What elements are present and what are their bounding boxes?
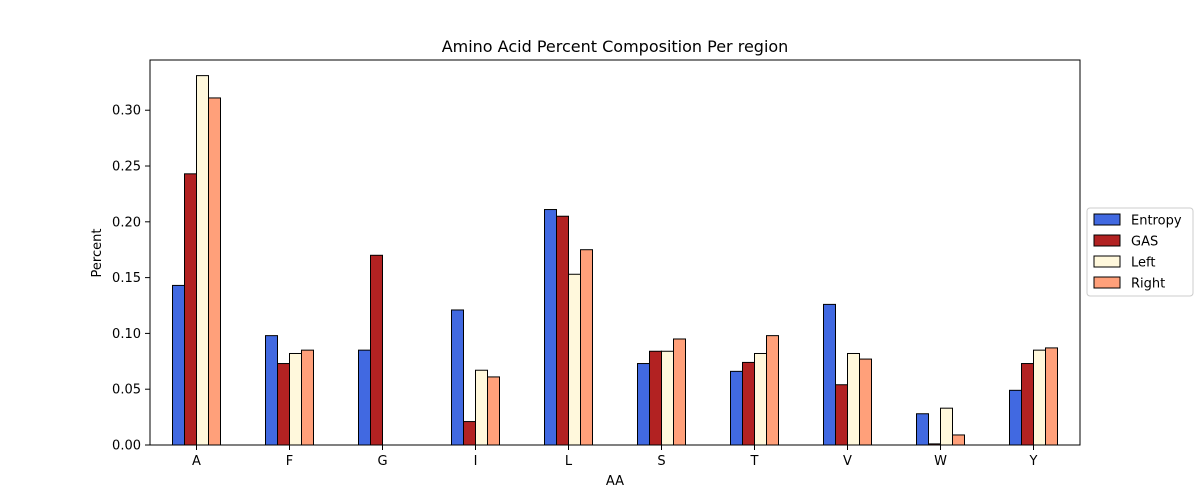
bar-gas-A [184,173,197,446]
bar-gas-L [556,215,569,446]
bar-entropy-W [916,413,929,446]
bar-right-F [301,349,314,446]
legend-label-right: Right [1131,277,1165,292]
legend-swatch-right [1093,276,1121,289]
legend-label-gas: GAS [1131,235,1158,250]
x-tick-label: L [565,454,573,469]
bar-right-L [580,249,593,446]
bar-entropy-L [544,209,557,446]
bar-gas-G [370,254,383,446]
bar-left-V [847,352,860,446]
legend-frame [1086,207,1194,297]
x-tick-label: G [377,454,387,469]
x-tick-label: T [750,454,759,469]
bar-entropy-I [451,309,464,446]
legend-swatch-gas [1093,234,1121,247]
bar-right-A [208,97,221,446]
y-tick-label: 0.10 [112,327,141,342]
bar-left-I [475,369,488,446]
bar-gas-V [835,384,848,446]
x-tick-label: S [657,454,665,469]
y-axis: 0.00 0.05 0.10 0.15 0.20 0.25 0.30 [112,104,150,454]
bar-left-L [568,273,581,446]
bar-gas-I [463,421,476,446]
x-tick-label: I [474,454,478,469]
bar-right-I [487,376,500,446]
y-tick-label: 0.15 [112,271,141,286]
bar-entropy-G [358,349,371,446]
x-tick-label: A [192,454,201,469]
y-tick-label: 0.25 [112,160,141,175]
legend-label-entropy: Entropy [1131,214,1182,229]
bar-entropy-F [265,335,278,446]
chart-title: Amino Acid Percent Composition Per regio… [442,37,789,56]
bar-right-W [952,434,965,446]
bar-gas-Y [1021,363,1034,446]
bar-gas-T [742,361,755,446]
x-tick-label: Y [1029,454,1038,469]
bar-right-T [766,335,779,446]
legend-swatch-left [1093,255,1121,268]
y-tick-label: 0.00 [112,439,141,454]
legend-swatch-entropy [1093,213,1121,226]
bar-entropy-Y [1009,389,1022,446]
legend-label-left: Left [1131,256,1155,271]
bar-left-W [940,407,953,446]
bar-right-V [859,358,872,446]
bar-gas-S [649,350,662,446]
bar-left-Y [1033,349,1046,446]
bars-group [172,75,1058,446]
x-tick-label: W [934,454,947,469]
bar-right-S [673,338,686,446]
bar-gas-F [277,363,290,446]
y-tick-label: 0.05 [112,383,141,398]
bar-left-A [196,75,209,446]
bar-right-Y [1045,347,1058,446]
y-tick-label: 0.30 [112,104,141,119]
bar-entropy-V [823,303,836,446]
x-tick-label: F [286,454,293,469]
y-axis-label: Percent [90,229,105,278]
legend: Entropy GAS Left Right [1086,207,1194,297]
bar-left-S [661,350,674,446]
y-tick-label: 0.20 [112,215,141,230]
plot-frame [149,59,1081,446]
bar-left-F [289,352,302,446]
bar-entropy-S [637,363,650,446]
bar-left-T [754,352,767,446]
x-axis-label: AA [606,474,624,489]
bar-entropy-A [172,284,185,446]
x-tick-label: V [843,454,852,469]
bar-entropy-T [730,370,743,446]
